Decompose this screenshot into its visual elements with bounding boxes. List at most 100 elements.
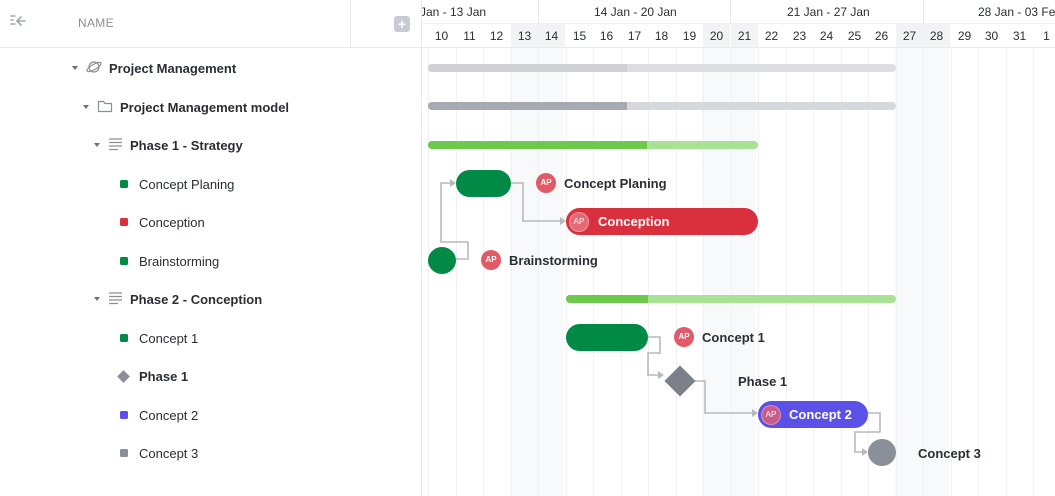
day-cell: 26 <box>874 29 889 43</box>
add-column-button[interactable]: + <box>394 16 410 32</box>
task-bar-concept-planing[interactable] <box>456 170 511 197</box>
task-label-brainstorming[interactable]: AP Brainstorming <box>481 250 598 270</box>
task-tree-panel: NAME + Project Management Project Manage… <box>0 0 422 496</box>
task-name: Concept 1 <box>139 330 199 346</box>
status-dot <box>120 180 128 188</box>
caret-down-icon[interactable] <box>70 63 80 73</box>
task-name: Concept 3 <box>139 445 199 461</box>
day-cell: 20 <box>703 24 730 48</box>
week-label: Jan - 13 Jan <box>422 5 487 19</box>
tree-row-concept1[interactable]: Concept 1 <box>120 327 198 349</box>
task-bar-label: Conception <box>598 214 670 229</box>
phase2-summary-bar[interactable] <box>566 295 896 303</box>
tree-row-conception[interactable]: Conception <box>120 211 205 233</box>
column-divider[interactable] <box>350 0 351 48</box>
weekend-column <box>702 48 729 496</box>
weekend-column <box>729 48 756 496</box>
grid-line <box>731 48 732 496</box>
gantt-timeline[interactable]: Jan - 13 Jan 14 Jan - 20 Jan 21 Jan - 27… <box>422 0 1055 496</box>
milestone-icon <box>117 369 130 383</box>
milestone-label-phase1[interactable]: Phase 1 <box>738 374 788 389</box>
phase1-name: Phase 1 - Strategy <box>130 137 243 153</box>
status-dot <box>120 218 128 226</box>
phase2-name: Phase 2 - Conception <box>130 291 263 307</box>
tree-row-concept3[interactable]: Concept 3 <box>120 442 198 464</box>
assignee-avatar[interactable]: AP <box>674 327 694 347</box>
grid-line <box>1006 48 1007 496</box>
task-name: Concept 2 <box>139 407 199 423</box>
week-divider <box>923 0 924 24</box>
task-bar-concept3[interactable] <box>868 439 896 466</box>
status-dot <box>120 257 128 265</box>
phase1-summary-bar[interactable] <box>428 141 758 149</box>
day-cell: 22 <box>764 29 779 43</box>
task-bar-concept1[interactable] <box>566 324 648 351</box>
grid-line <box>676 48 677 496</box>
caret-down-icon[interactable] <box>92 294 102 304</box>
collapse-panel-icon[interactable] <box>8 12 28 32</box>
grid-line <box>703 48 704 496</box>
grid-line <box>951 48 952 496</box>
task-label-concept-planing[interactable]: AP Concept Planing <box>536 173 667 193</box>
task-name: Brainstorming <box>139 253 220 269</box>
grid-line <box>923 48 924 496</box>
assignee-avatar[interactable]: AP <box>761 404 781 425</box>
tree-row-concept-planing[interactable]: Concept Planing <box>120 173 234 195</box>
tree-row-brainstorming[interactable]: Brainstorming <box>120 250 219 272</box>
task-label-concept3[interactable]: Concept 3 <box>918 446 981 461</box>
day-cell: 19 <box>682 29 697 43</box>
week-divider <box>538 0 539 24</box>
dependency-links <box>440 179 881 456</box>
grid-line <box>566 48 567 496</box>
tree-row-phase2[interactable]: Phase 2 - Conception <box>92 288 262 310</box>
task-bar-brainstorming[interactable] <box>428 247 456 274</box>
list-icon <box>108 137 123 154</box>
tree-row-phase1[interactable]: Phase 1 - Strategy <box>92 134 243 156</box>
task-label-concept1[interactable]: AP Concept 1 <box>674 327 765 347</box>
week-label: 21 Jan - 27 Jan <box>787 5 870 19</box>
caret-down-icon[interactable] <box>81 102 91 112</box>
tree-row-phase1-milestone[interactable]: Phase 1 <box>117 365 188 387</box>
day-cell: 16 <box>599 29 614 43</box>
day-cell: 13 <box>511 24 538 48</box>
grid-line <box>841 48 842 496</box>
day-cell: 24 <box>819 29 834 43</box>
grid-line <box>978 48 979 496</box>
grid-line <box>483 48 484 496</box>
task-label-text: Brainstorming <box>509 252 598 268</box>
tree-header: NAME + <box>0 0 422 48</box>
day-cell: 1 <box>1043 29 1050 43</box>
caret-down-icon[interactable] <box>92 140 102 150</box>
project-summary-bar[interactable] <box>428 64 896 72</box>
tree-row-folder[interactable]: Project Management model <box>81 96 289 118</box>
assignee-avatar[interactable]: AP <box>481 250 501 270</box>
folder-icon <box>97 99 113 116</box>
assignee-avatar[interactable]: AP <box>536 173 556 193</box>
task-bar-conception[interactable]: AP Conception <box>566 208 758 235</box>
day-cell: 15 <box>572 29 587 43</box>
day-cell: 14 <box>538 24 565 48</box>
name-column-header[interactable]: NAME <box>78 16 114 30</box>
day-cell: 18 <box>654 29 669 43</box>
status-dot <box>120 449 128 457</box>
day-cell: 12 <box>489 29 504 43</box>
task-bar-concept2[interactable]: AP Concept 2 <box>758 401 868 428</box>
grid-line <box>511 48 512 496</box>
day-cell: 30 <box>984 29 999 43</box>
day-cell: 25 <box>847 29 862 43</box>
day-cell: 27 <box>896 24 923 48</box>
folder-summary-bar[interactable] <box>428 102 896 110</box>
day-cell: 29 <box>957 29 972 43</box>
day-cell: 10 <box>434 29 449 43</box>
header-divider <box>422 23 1055 24</box>
project-name: Project Management <box>109 60 237 76</box>
day-cell: 31 <box>1012 29 1027 43</box>
assignee-avatar[interactable]: AP <box>569 211 589 232</box>
status-dot <box>120 411 128 419</box>
tree-row-concept2[interactable]: Concept 2 <box>120 404 198 426</box>
task-name: Conception <box>139 214 205 230</box>
grid-line <box>428 48 429 496</box>
grid-line <box>758 48 759 496</box>
week-label: 28 Jan - 03 Feb <box>978 5 1055 19</box>
tree-row-project[interactable]: Project Management <box>70 57 236 79</box>
